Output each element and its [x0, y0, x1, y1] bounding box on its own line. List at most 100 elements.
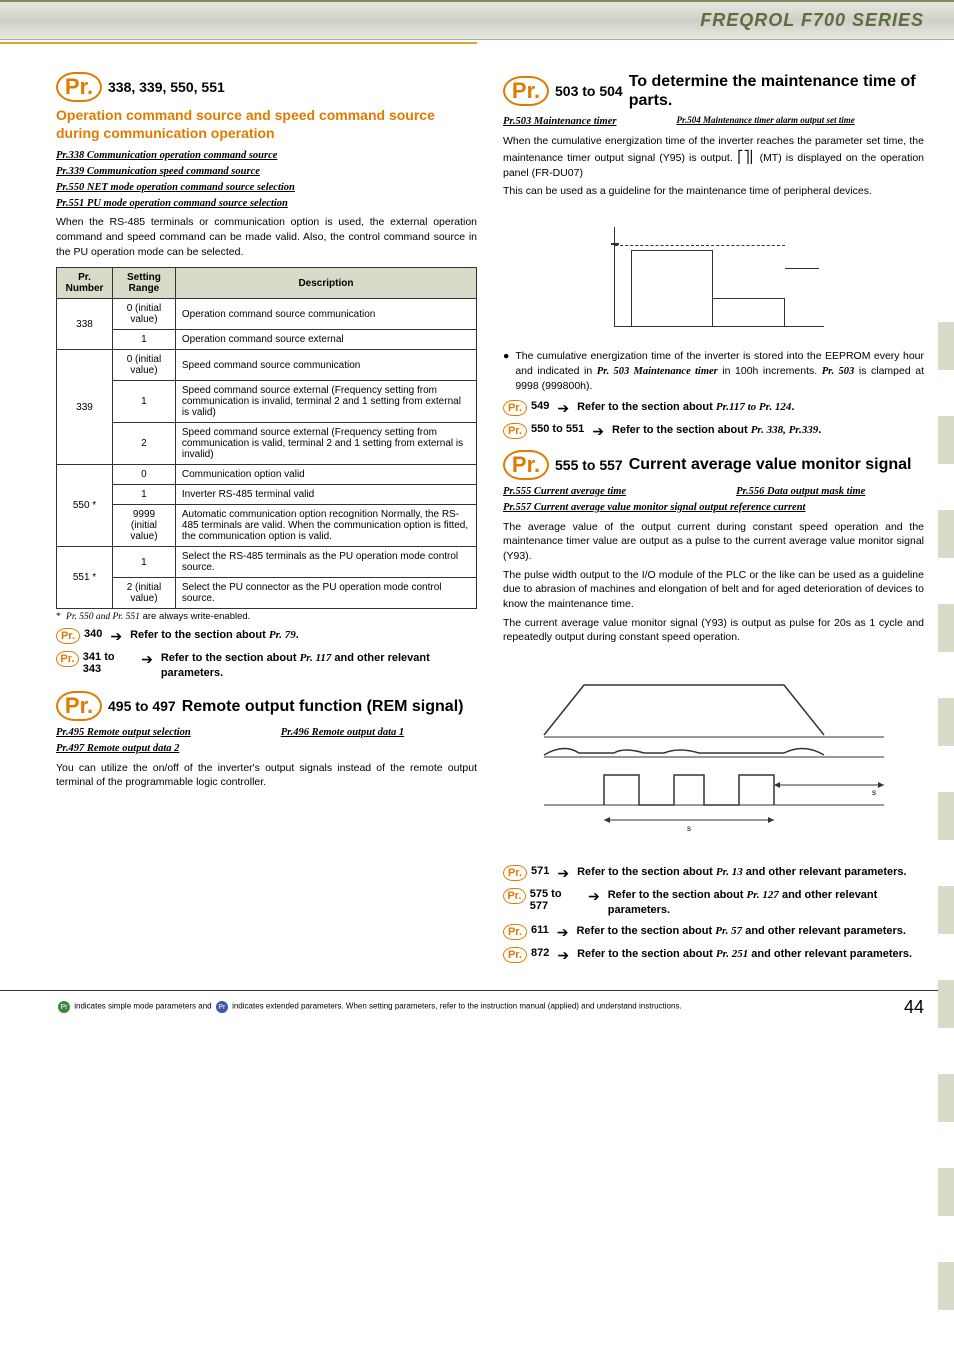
- cell-range: 1: [113, 485, 176, 505]
- arrow-icon: ➔: [557, 924, 569, 941]
- cell-desc: Select the RS-485 terminals as the PU op…: [175, 547, 476, 578]
- param-refs: Pr.503 Maintenance timer Pr.504 Maintena…: [503, 114, 924, 130]
- pr-badge-icon: Pr.: [503, 924, 527, 940]
- cell-desc: Operation command source external: [175, 330, 476, 350]
- body-text: This can be used as a guideline for the …: [503, 184, 924, 199]
- parameter-table: Pr. Number Setting Range Description 338…: [56, 267, 477, 609]
- pr-heading-555: Pr. 555 to 557 Current average value mon…: [503, 450, 924, 480]
- ref-line: Pr.504 Maintenance timer alarm output se…: [676, 114, 854, 130]
- xref-text: Refer to the section about Pr. 127 and o…: [608, 888, 924, 918]
- xref-872: Pr. 872 ➔ Refer to the section about Pr.…: [503, 947, 924, 964]
- ref-line: Pr.495 Remote output selection: [56, 725, 191, 741]
- svg-text:s: s: [687, 824, 691, 833]
- cell-desc: Automatic communication option recogniti…: [175, 505, 476, 547]
- cell-desc: Speed command source external (Frequency…: [175, 381, 476, 423]
- cell-range: 1: [113, 330, 176, 350]
- pr-badge-icon: Pr.: [503, 888, 526, 904]
- right-column: Pr. 503 to 504 To determine the maintena…: [503, 62, 924, 970]
- arrow-icon: ➔: [141, 651, 153, 668]
- pr-numbers: 503 to 504: [555, 83, 623, 99]
- arrow-icon: ➔: [557, 947, 569, 964]
- accent-rule: [0, 42, 477, 44]
- svg-text:s: s: [872, 788, 876, 797]
- cell-pr: 338: [57, 299, 113, 350]
- bullet-item: ● The cumulative energization time of th…: [503, 349, 924, 394]
- xref-text: Refer to the section about Pr. 57 and ot…: [576, 924, 906, 939]
- pr-badge-icon: Pr.: [503, 450, 549, 480]
- footer-legend: Pr indicates simple mode parameters and …: [56, 1001, 682, 1013]
- xref-571: Pr. 571 ➔ Refer to the section about Pr.…: [503, 865, 924, 882]
- bullet-icon: ●: [503, 349, 509, 394]
- pr-heading-495: Pr. 495 to 497 Remote output function (R…: [56, 691, 477, 721]
- side-tabs: [938, 322, 954, 1310]
- pr-badge-icon: Pr.: [503, 947, 527, 963]
- pr-heading-503: Pr. 503 to 504 To determine the maintena…: [503, 72, 924, 110]
- xref-text: Refer to the section about Pr. 13 and ot…: [577, 865, 907, 880]
- cell-desc: Select the PU connector as the PU operat…: [175, 578, 476, 609]
- arrow-icon: ➔: [592, 423, 604, 440]
- section-title: Current average value monitor signal: [629, 455, 924, 474]
- section-title: Operation command source and speed comma…: [56, 106, 477, 142]
- pr-numbers: 338, 339, 550, 551: [108, 79, 225, 95]
- cell-range: 1: [113, 547, 176, 578]
- pr-num: 575 to 577: [530, 888, 580, 912]
- page-number: 44: [904, 997, 924, 1018]
- pr-heading-338: Pr. 338, 339, 550, 551: [56, 72, 477, 102]
- top-brand-bar: FREQROL F700 SERIES: [0, 0, 954, 40]
- ref-line: Pr.338 Communication operation command s…: [56, 148, 477, 164]
- ref-line: Pr.497 Remote output data 2: [56, 741, 477, 757]
- body-text: The current average value monitor signal…: [503, 616, 924, 645]
- ref-line: Pr.557 Current average value monitor sig…: [503, 500, 924, 516]
- pr-num: 571: [531, 865, 549, 877]
- body-text: When the cumulative energization time of…: [503, 134, 924, 180]
- maintenance-chart: [584, 209, 844, 339]
- cell-range: 0 (initial value): [113, 350, 176, 381]
- cell-pr: 339: [57, 350, 113, 465]
- bullet-text: The cumulative energization time of the …: [515, 349, 924, 394]
- xref-text: Refer to the section about Pr. 79.: [130, 628, 299, 643]
- cell-desc: Speed command source external (Frequency…: [175, 423, 476, 465]
- body-text: You can utilize the on/off of the invert…: [56, 761, 477, 790]
- body-text: The pulse width output to the I/O module…: [503, 568, 924, 612]
- pr-badge-icon: Pr.: [503, 423, 527, 439]
- left-column: Pr. 338, 339, 550, 551 Operation command…: [56, 62, 477, 970]
- cell-range: 2: [113, 423, 176, 465]
- table-footnote: * Pr. 550 and Pr. 551 are always write-e…: [56, 611, 477, 622]
- cell-pr: 550 *: [57, 465, 113, 547]
- pr-badge-icon: Pr.: [503, 400, 527, 416]
- xref-575: Pr. 575 to 577 ➔ Refer to the section ab…: [503, 888, 924, 918]
- ref-line: Pr.556 Data output mask time: [736, 484, 865, 500]
- arrow-icon: ➔: [110, 628, 122, 645]
- pr-numbers: 555 to 557: [555, 457, 623, 473]
- xref-text: Refer to the section about Pr.117 to Pr.…: [577, 400, 794, 415]
- xref-text: Refer to the section about Pr. 117 and o…: [161, 651, 477, 681]
- brand-text: FREQROL F700 SERIES: [700, 10, 924, 31]
- ref-line: Pr.503 Maintenance timer: [503, 114, 616, 130]
- pr-badge-icon: Pr.: [56, 691, 102, 721]
- pr-num: 611: [531, 924, 549, 936]
- xref-611: Pr. 611 ➔ Refer to the section about Pr.…: [503, 924, 924, 941]
- th-desc: Description: [175, 268, 476, 299]
- xref-341: Pr. 341 to 343 ➔ Refer to the section ab…: [56, 651, 477, 681]
- xref-550: Pr. 550 to 551 ➔ Refer to the section ab…: [503, 423, 924, 440]
- pr-num: 550 to 551: [531, 423, 584, 435]
- simple-mode-icon: Pr: [58, 1001, 70, 1013]
- body-text: When the RS-485 terminals or communicati…: [56, 215, 477, 259]
- param-refs: Pr.338 Communication operation command s…: [56, 148, 477, 211]
- xref-549: Pr. 549 ➔ Refer to the section about Pr.…: [503, 400, 924, 417]
- arrow-icon: ➔: [557, 400, 569, 417]
- pr-badge-icon: Pr.: [56, 72, 102, 102]
- cell-desc: Speed command source communication: [175, 350, 476, 381]
- cell-desc: Communication option valid: [175, 465, 476, 485]
- param-refs: Pr.555 Current average time Pr.556 Data …: [503, 484, 924, 516]
- pr-numbers: 495 to 497: [108, 698, 176, 714]
- pr-num: 549: [531, 400, 549, 412]
- xref-340: Pr. 340 ➔ Refer to the section about Pr.…: [56, 628, 477, 645]
- pr-num: 340: [84, 628, 102, 640]
- xref-text: Refer to the section about Pr. 251 and o…: [577, 947, 912, 962]
- pr-num: 341 to 343: [83, 651, 133, 675]
- xref-text: Refer to the section about Pr. 338, Pr.3…: [612, 423, 821, 438]
- cell-range: 9999 (initial value): [113, 505, 176, 547]
- th-pr: Pr. Number: [57, 268, 113, 299]
- pr-badge-icon: Pr.: [56, 651, 79, 667]
